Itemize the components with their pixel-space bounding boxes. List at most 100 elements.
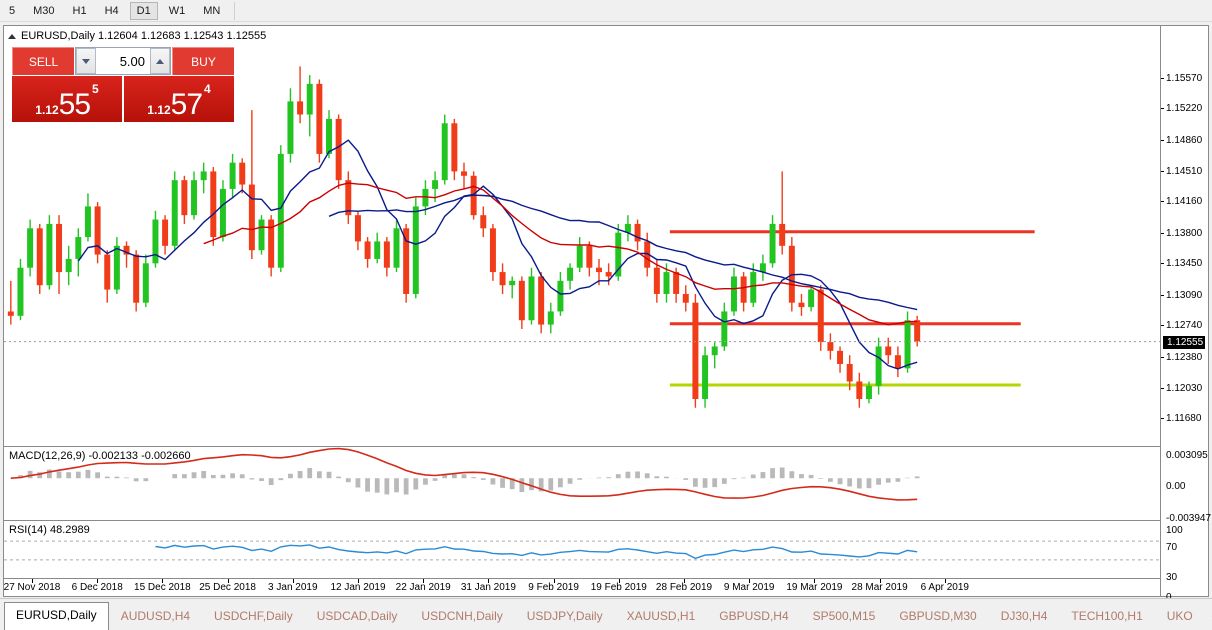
volume-input[interactable]: 5.00 bbox=[119, 53, 145, 69]
symbol-tab-usdchf-daily[interactable]: USDCHF,Daily bbox=[214, 609, 293, 623]
timeframe-button-m30[interactable]: M30 bbox=[33, 4, 55, 17]
volume-stepper[interactable]: 5.00 bbox=[75, 47, 171, 75]
candle-body bbox=[480, 215, 487, 229]
tab-scroll-left-icon[interactable]: ◄ bbox=[1205, 611, 1212, 630]
symbol-tab-usdjpy-daily[interactable]: USDJPY,Daily bbox=[526, 609, 603, 623]
candle-body bbox=[27, 228, 34, 268]
rsi-label: RSI(14) 48.2989 bbox=[9, 524, 90, 536]
candle-body bbox=[547, 311, 554, 325]
buy-price-fraction: 4 bbox=[204, 82, 211, 96]
candle-body bbox=[84, 206, 91, 238]
macd-scale-tick: -0.003947 bbox=[1166, 513, 1212, 524]
one-click-trading-panel: SELL 5.00 BUY 1.12 55 5 bbox=[12, 47, 234, 122]
timeframe-button-mn[interactable]: MN bbox=[203, 4, 221, 17]
rsi-line bbox=[155, 544, 918, 560]
symbol-tab-usdcad-daily[interactable]: USDCAD,Daily bbox=[316, 609, 398, 623]
symbol-tab-xauusd-h1[interactable]: XAUUSD,H1 bbox=[626, 609, 696, 623]
candle-body bbox=[383, 241, 390, 268]
candle-body bbox=[7, 311, 14, 316]
volume-increment-button[interactable] bbox=[150, 48, 170, 74]
date-axis-tick bbox=[749, 579, 751, 583]
candle-body bbox=[653, 267, 660, 294]
chart-title-text: EURUSD,Daily 1.12604 1.12683 1.12543 1.1… bbox=[21, 30, 267, 42]
symbol-tab-tech100-h1[interactable]: TECH100,H1 bbox=[1071, 609, 1143, 623]
candle-body bbox=[326, 118, 332, 154]
candle-body bbox=[393, 228, 400, 268]
candle-body bbox=[451, 123, 458, 172]
candle-body bbox=[644, 241, 651, 268]
symbol-tab-audusd-h4[interactable]: AUDUSD,H4 bbox=[120, 609, 191, 623]
symbol-tab-sp500-m15[interactable]: SP500,M15 bbox=[812, 609, 876, 623]
price-scale-tick: 1.12740 bbox=[1161, 320, 1202, 331]
candle-body bbox=[904, 320, 911, 369]
symbol-tab-gbpusd-h4[interactable]: GBPUSD,H4 bbox=[719, 609, 789, 623]
candle-body bbox=[528, 276, 535, 321]
timeframe-button-w1[interactable]: W1 bbox=[168, 4, 186, 17]
date-axis-tick bbox=[32, 579, 33, 583]
symbol-tab-eurusd-daily[interactable]: EURUSD,Daily bbox=[4, 602, 109, 630]
chart-title-bar: EURUSD,Daily 1.12604 1.12683 1.12543 1.1… bbox=[8, 29, 266, 43]
candle-body bbox=[412, 206, 419, 294]
candle-body bbox=[518, 280, 525, 321]
price-scale-tick: 1.13800 bbox=[1161, 228, 1202, 239]
candle-body bbox=[596, 267, 602, 273]
date-axis-label: 6 Apr 2019 bbox=[920, 582, 969, 593]
candle-body bbox=[682, 293, 689, 303]
candle-body bbox=[817, 289, 824, 343]
price-scale[interactable]: 1.15570 1.15220 1.14860 1.14510 1.14160 1.138… bbox=[1160, 26, 1212, 603]
candle-body bbox=[740, 276, 747, 303]
candle-body bbox=[113, 245, 120, 290]
candle-body bbox=[171, 180, 178, 246]
candle-body bbox=[287, 101, 294, 154]
macd-pane[interactable]: MACD(12,26,9) -0.002133 -0.002660 bbox=[4, 446, 1162, 519]
candle-body bbox=[538, 276, 545, 325]
candle-body bbox=[248, 184, 255, 251]
candle-body bbox=[364, 241, 371, 259]
symbol-tab-gbpusd-m30[interactable]: GBPUSD,M30 bbox=[899, 609, 977, 623]
date-axis-label: 27 Nov 2018 bbox=[3, 582, 61, 593]
macd-signal-line bbox=[10, 447, 918, 501]
symbol-tab-usdcnh-daily[interactable]: USDCNH,Daily bbox=[421, 609, 503, 623]
sell-button[interactable]: SELL bbox=[12, 47, 74, 75]
date-axis-tick bbox=[423, 579, 425, 583]
candle-body bbox=[894, 355, 901, 369]
candle-body bbox=[297, 101, 304, 115]
candle-body bbox=[75, 237, 82, 259]
date-axis-tick bbox=[618, 579, 620, 583]
date-axis-label: 9 Mar 2019 bbox=[723, 582, 775, 593]
candle-body bbox=[277, 153, 284, 268]
buy-price-button[interactable]: 1.12 57 4 bbox=[124, 76, 234, 122]
date-axis-label: 19 Feb 2019 bbox=[590, 582, 647, 593]
candle-body bbox=[181, 180, 188, 216]
timeframe-button-h4[interactable]: H4 bbox=[104, 4, 119, 17]
date-axis-label: 22 Jan 2019 bbox=[395, 582, 451, 593]
candle-body bbox=[229, 162, 236, 189]
volume-decrement-button[interactable] bbox=[76, 48, 96, 74]
moving-average-line bbox=[77, 139, 918, 370]
date-axis-tick bbox=[488, 579, 490, 583]
timeframe-button-d1[interactable]: D1 bbox=[129, 1, 158, 20]
symbol-tab-dj30-h4[interactable]: DJ30,H4 bbox=[1000, 609, 1048, 623]
chevron-up-icon bbox=[156, 58, 164, 64]
candle-body bbox=[36, 228, 43, 286]
moving-average-line bbox=[203, 182, 918, 326]
collapse-triangle-icon[interactable] bbox=[8, 33, 16, 39]
price-scale-tick: 1.14160 bbox=[1161, 196, 1202, 207]
timeframe-button-h1[interactable]: H1 bbox=[72, 4, 87, 17]
chart-window: EURUSD,Daily 1.12604 1.12683 1.12543 1.1… bbox=[3, 25, 1212, 603]
candle-body bbox=[422, 188, 429, 207]
date-axis-tick bbox=[944, 579, 946, 583]
date-axis-label: 3 Jan 2019 bbox=[268, 582, 318, 593]
buy-button[interactable]: BUY bbox=[172, 47, 234, 75]
macd-scale-tick: 0.003095 bbox=[1166, 450, 1208, 461]
date-axis: 27 Nov 2018 6 Dec 2018 15 Dec 2018 25 Dec 2… bbox=[4, 578, 1162, 596]
toolbar-divider bbox=[234, 1, 236, 20]
candle-body bbox=[576, 245, 583, 268]
price-scale-tick: 1.11680 bbox=[1161, 413, 1201, 424]
sell-price-button[interactable]: 1.12 55 5 bbox=[12, 76, 122, 122]
candle-body bbox=[104, 254, 111, 290]
symbol-tab-uko[interactable]: UKO bbox=[1166, 609, 1193, 623]
date-axis-label: 15 Dec 2018 bbox=[134, 582, 191, 593]
candle-body bbox=[219, 188, 226, 238]
timeframe-button-m15[interactable]: 5 bbox=[9, 4, 16, 17]
